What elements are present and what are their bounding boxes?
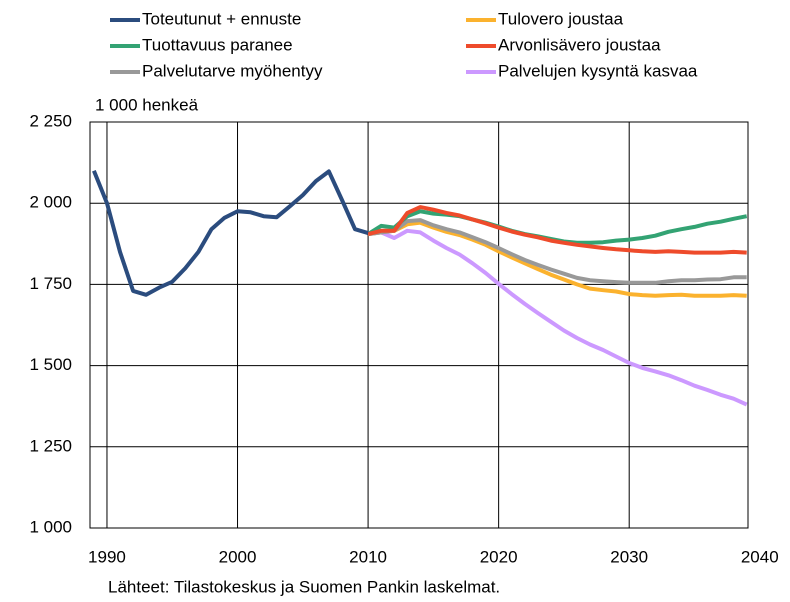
legend-label: Toteutunut + ennuste bbox=[142, 9, 301, 28]
y-tick-label: 2 250 bbox=[29, 111, 72, 130]
series-line bbox=[367, 218, 747, 285]
x-tick-label: 2030 bbox=[610, 547, 648, 566]
legend-label: Palvelutarve myöhentyy bbox=[142, 61, 323, 80]
series-line bbox=[92, 169, 369, 297]
y-tick-label: 1 750 bbox=[29, 274, 72, 293]
y-tick-label: 1 500 bbox=[29, 355, 72, 374]
plot-area bbox=[89, 121, 749, 529]
legend-label: Arvonlisävero joustaa bbox=[498, 35, 661, 54]
series-line bbox=[367, 228, 748, 407]
legend-label: Tulovero joustaa bbox=[498, 9, 624, 28]
y-tick-label: 1 000 bbox=[29, 517, 72, 536]
x-tick-label: 1990 bbox=[88, 547, 126, 566]
y-tick-label: 1 250 bbox=[29, 436, 72, 455]
series-line bbox=[367, 205, 747, 255]
x-tick-label: 2020 bbox=[480, 547, 518, 566]
series-line bbox=[367, 220, 747, 298]
y-tick-label: 2 000 bbox=[29, 193, 72, 212]
x-tick-label: 2040 bbox=[741, 547, 779, 566]
source-note: Lähteet: Tilastokeskus ja Suomen Pankin … bbox=[108, 577, 500, 596]
x-tick-label: 2000 bbox=[219, 547, 257, 566]
legend-label: Tuottavuus paranee bbox=[142, 35, 293, 54]
y-axis-label: 1 000 henkeä bbox=[95, 95, 199, 114]
x-tick-label: 2010 bbox=[349, 547, 387, 566]
legend-label: Palvelujen kysyntä kasvaa bbox=[498, 61, 698, 80]
